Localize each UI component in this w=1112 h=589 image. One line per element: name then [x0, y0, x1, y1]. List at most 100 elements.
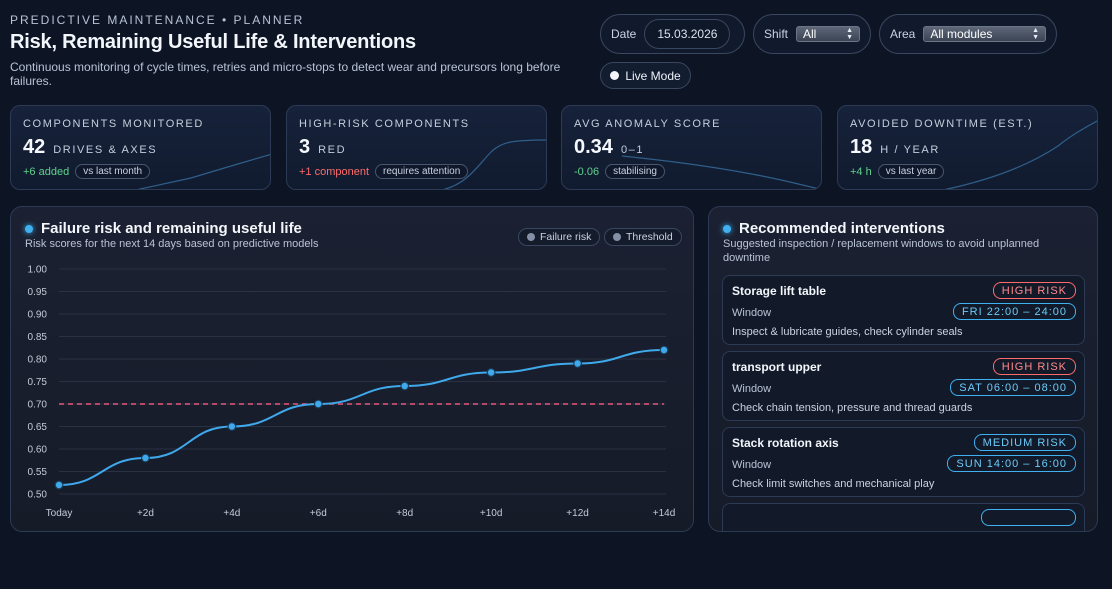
component-name: transport upper	[732, 360, 822, 374]
legend-dot-icon	[613, 233, 621, 241]
intervention-card-partial[interactable]	[722, 503, 1085, 531]
legend-label: Threshold	[626, 231, 673, 243]
y-tick-label: 0.80	[28, 355, 48, 366]
failure-risk-point	[313, 399, 323, 409]
legend-threshold[interactable]: Threshold	[604, 228, 682, 246]
panel-title: Failure risk and remaining useful life	[41, 220, 302, 237]
risk-badge: MEDIUM RISK	[973, 434, 1076, 451]
kpi-value: 42	[23, 136, 46, 158]
date-label: Date	[611, 27, 637, 41]
legend-label: Failure risk	[540, 231, 592, 243]
x-tick-label: Today	[46, 508, 73, 519]
y-tick-label: 0.90	[28, 310, 48, 321]
y-tick-label: 0.65	[28, 422, 48, 433]
kpi-unit: DRIVES & AXES	[53, 144, 158, 156]
window-label: Window	[732, 459, 772, 471]
kpi-delta: +6 added	[23, 165, 70, 178]
failure-risk-point	[54, 480, 64, 490]
y-tick-label: 0.60	[28, 445, 48, 456]
sparkline	[944, 120, 1097, 189]
y-tick-label: 0.75	[28, 377, 48, 388]
y-tick-label: 0.85	[28, 332, 48, 343]
sparkline	[621, 155, 821, 189]
failure-risk-point	[486, 368, 496, 377]
kpi-high-risk-components: HIGH-RISK COMPONENTS 3 RED +1 component …	[286, 105, 547, 190]
x-tick-label: +4d	[223, 508, 240, 519]
live-mode-toggle[interactable]: Live Mode	[600, 62, 691, 89]
failure-risk-point	[659, 345, 669, 355]
y-tick-label: 0.70	[28, 400, 48, 411]
panel-subtitle: Suggested inspection / replacement windo…	[723, 238, 1040, 264]
kpi-chip: stabilising	[605, 164, 665, 179]
kpi-delta: +4 h	[850, 165, 872, 178]
legend-dot-icon	[527, 233, 535, 241]
failure-risk-line	[58, 349, 665, 486]
interventions-panel: Recommended interventions Suggested insp…	[708, 206, 1098, 532]
updown-chevron-icon: ▲ ▼	[846, 27, 853, 41]
date-control: Date 15.03.2026	[600, 14, 745, 54]
kpi-label: AVG ANOMALY SCORE	[574, 118, 722, 130]
failure-risk-point	[227, 422, 237, 431]
x-tick-label: +2d	[137, 508, 154, 519]
shift-select-value: All	[803, 27, 817, 41]
kpi-chip: vs last month	[75, 164, 151, 179]
failure-risk-point	[573, 359, 582, 368]
sparkline	[137, 153, 270, 189]
updown-chevron-icon: ▲ ▼	[1032, 27, 1039, 41]
kpi-value: 3	[299, 136, 311, 158]
area-select-value: All modules	[930, 27, 993, 41]
panel-title: Recommended interventions	[739, 220, 945, 237]
y-tick-label: 1.00	[28, 265, 48, 276]
action-text: Check chain tension, pressure and thread…	[732, 402, 973, 414]
page-kicker: PREDICTIVE MAINTENANCE • PLANNER	[10, 13, 305, 27]
kpi-value: 18	[850, 136, 873, 158]
kpi-delta: -0.06	[574, 165, 600, 178]
kpi-unit: RED	[318, 144, 347, 156]
y-tick-label: 0.50	[28, 490, 48, 501]
live-mode-label: Live Mode	[625, 68, 681, 83]
window-label: Window	[732, 383, 772, 395]
sparkline	[442, 139, 546, 189]
window-badge	[981, 509, 1076, 526]
component-name: Stack rotation axis	[732, 436, 839, 450]
intervention-card[interactable]: Storage lift table HIGH RISK Window FRI …	[722, 275, 1085, 345]
y-tick-label: 0.95	[28, 287, 48, 298]
intervention-card[interactable]: transport upper HIGH RISK Window SAT 06:…	[722, 351, 1085, 421]
shift-control: Shift All ▲ ▼	[753, 14, 871, 54]
risk-chart-panel: Failure risk and remaining useful life R…	[10, 206, 694, 532]
intervention-card[interactable]: Stack rotation axis MEDIUM RISK Window S…	[722, 427, 1085, 497]
kpi-unit: H / YEAR	[880, 144, 940, 156]
window-badge: SUN 14:00 – 16:00	[947, 455, 1076, 472]
kpi-avoided-downtime: AVOIDED DOWNTIME (EST.) 18 H / YEAR +4 h…	[837, 105, 1098, 190]
risk-line-chart: 1.00 0.95 0.90 0.85 0.80 0.75 0.70 0.65 0.60 0.55…	[28, 265, 676, 520]
legend-failure-risk[interactable]: Failure risk	[518, 228, 601, 246]
live-indicator-icon	[610, 71, 620, 80]
x-tick-label: +8d	[396, 508, 413, 519]
status-dot-icon	[25, 224, 33, 233]
kpi-avg-anomaly-score: AVG ANOMALY SCORE 0.34 0–1 -0.06 stabili…	[561, 105, 822, 190]
action-text: Check limit switches and mechanical play	[732, 478, 935, 490]
kpi-components-monitored: COMPONENTS MONITORED 42 DRIVES & AXES +6…	[10, 105, 271, 190]
risk-badge: HIGH RISK	[992, 358, 1076, 375]
status-dot-icon	[723, 224, 731, 233]
component-name: Storage lift table	[732, 284, 827, 298]
page-title: Risk, Remaining Useful Life & Interventi…	[10, 31, 416, 53]
kpi-delta: +1 component	[299, 165, 370, 178]
failure-risk-point	[141, 453, 150, 463]
kpi-label: HIGH-RISK COMPONENTS	[299, 118, 470, 130]
area-select[interactable]: All modules ▲ ▼	[923, 26, 1046, 42]
risk-badge: HIGH RISK	[992, 282, 1076, 299]
action-text: Inspect & lubricate guides, check cylind…	[732, 326, 963, 338]
window-badge: SAT 06:00 – 08:00	[950, 379, 1076, 396]
date-picker[interactable]: 15.03.2026	[644, 19, 731, 49]
area-label: Area	[890, 27, 916, 41]
failure-risk-point	[400, 381, 410, 391]
x-tick-label: +6d	[310, 508, 327, 519]
window-label: Window	[732, 307, 772, 319]
kpi-label: AVOIDED DOWNTIME (EST.)	[850, 118, 1034, 130]
shift-select[interactable]: All ▲ ▼	[796, 26, 860, 42]
page-subtitle: Continuous monitoring of cycle times, re…	[10, 60, 561, 88]
kpi-unit: 0–1	[620, 144, 645, 156]
shift-label: Shift	[764, 27, 789, 41]
kpi-chip: requires attention	[375, 164, 469, 179]
